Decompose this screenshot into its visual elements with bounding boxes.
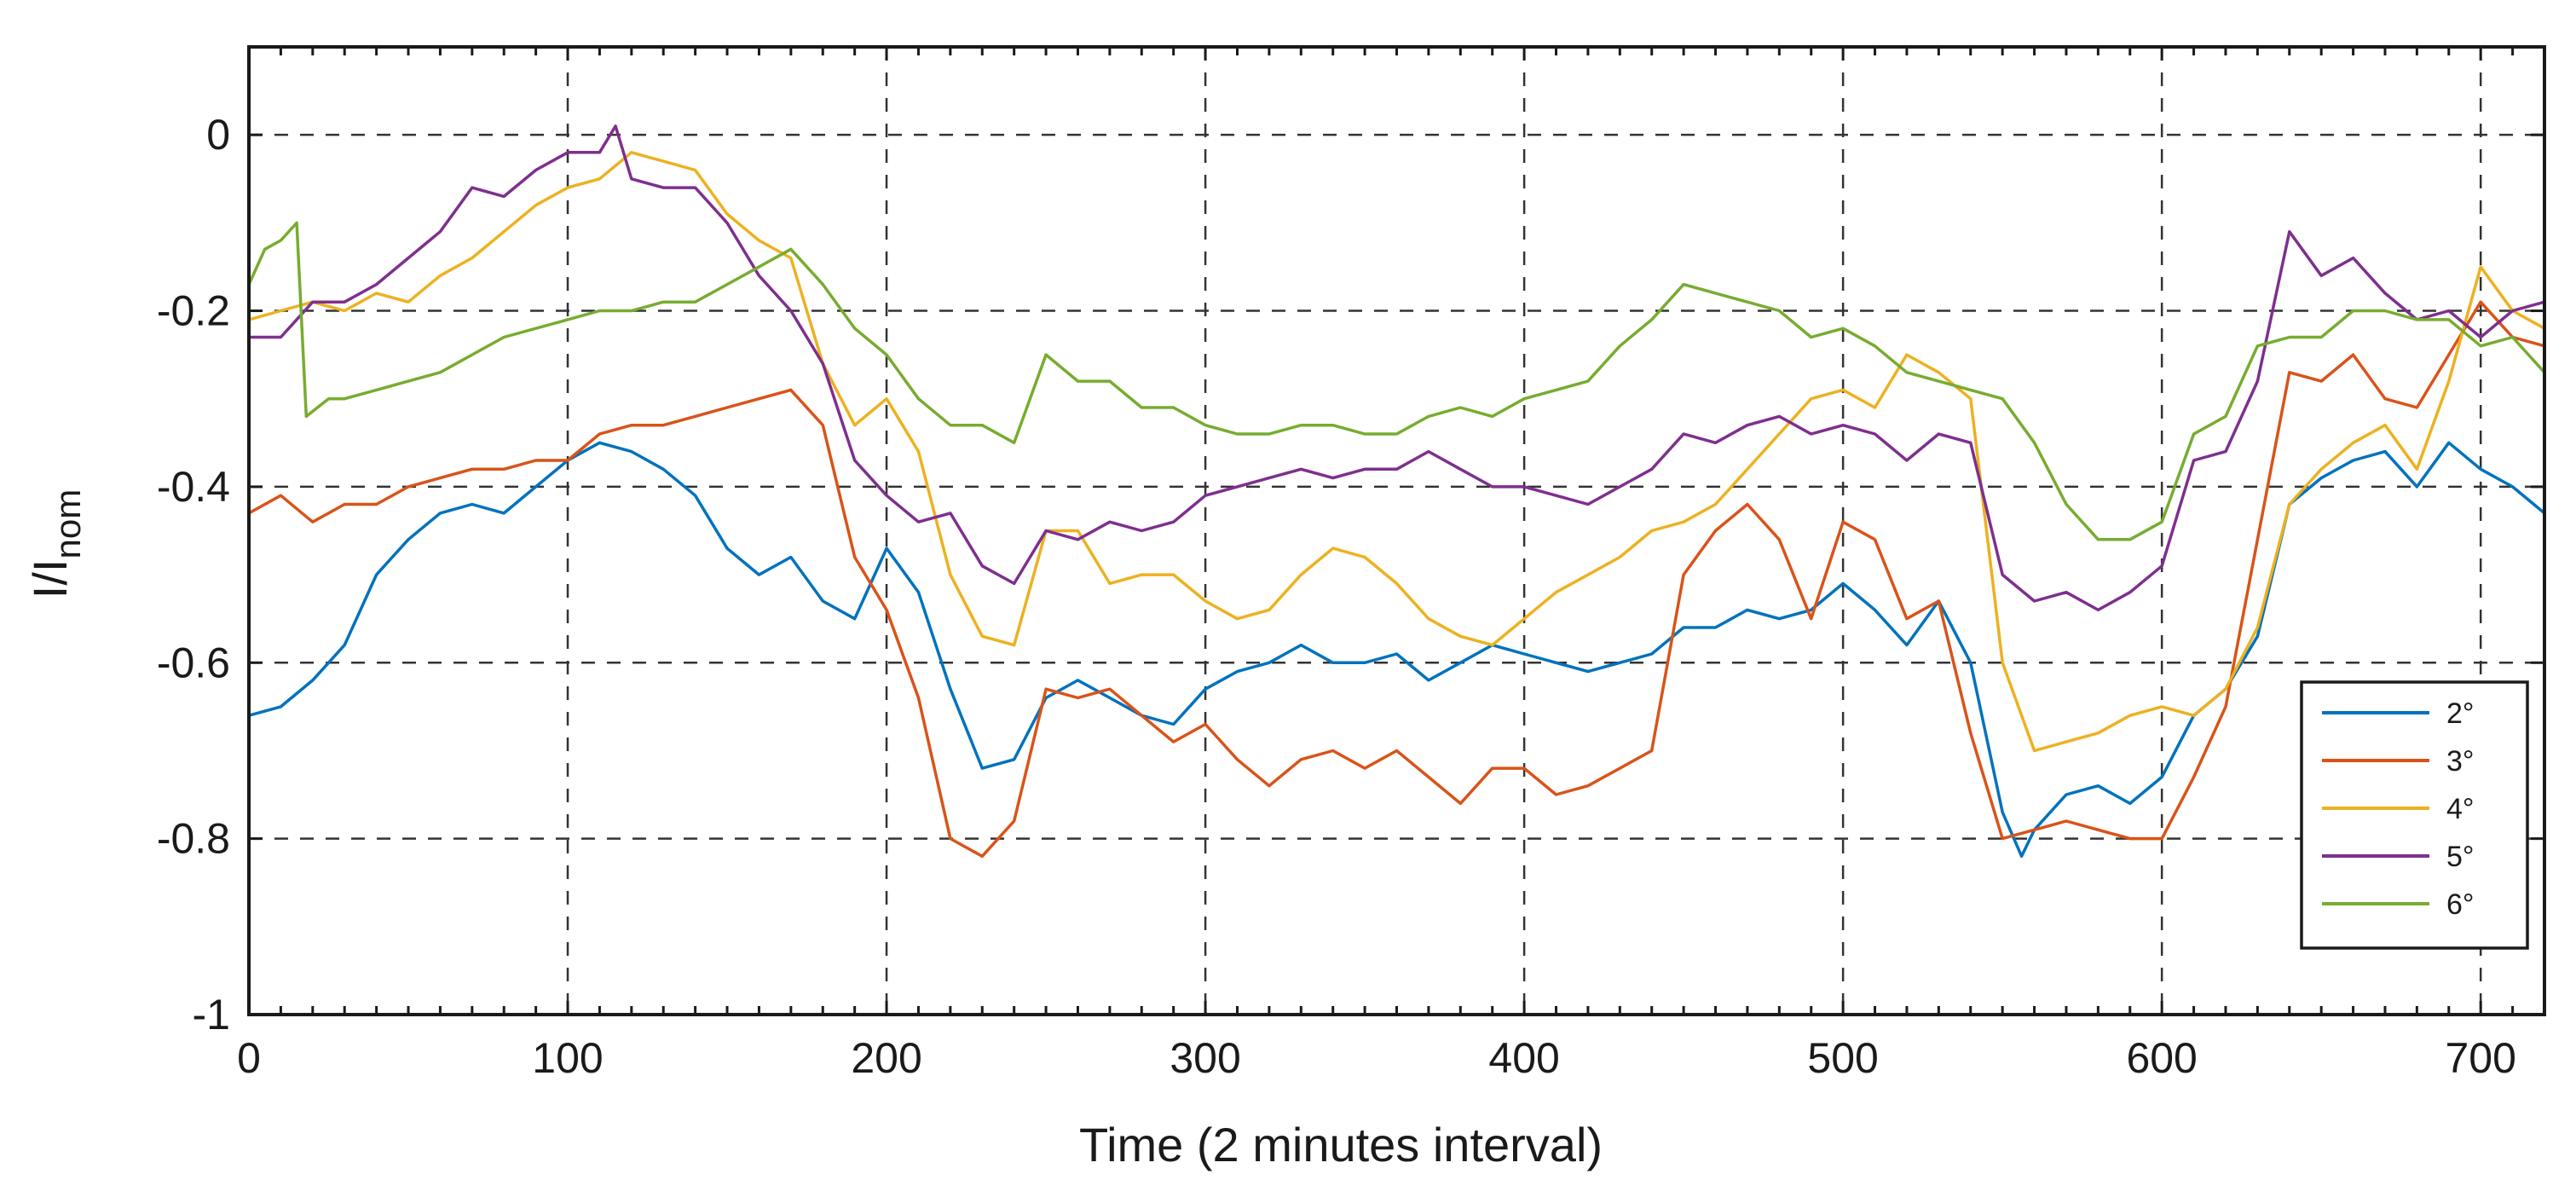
legend-label: 2° — [2446, 697, 2475, 730]
series-line-2 — [247, 300, 2546, 859]
x-tick-label: 300 — [1170, 1034, 1240, 1082]
y-tick-label: 0 — [206, 111, 230, 159]
y-tick-label: -1 — [193, 991, 230, 1038]
legend: 2° 3° 4° 5° 6° — [2300, 680, 2529, 950]
x-tick-label: 0 — [237, 1034, 261, 1082]
legend-label: 3° — [2446, 745, 2475, 778]
y-tick-labels: 0 -0.2 -0.4 -0.6 -0.8 -1 — [157, 111, 230, 1038]
y-tick-label: -0.8 — [157, 815, 230, 863]
y-tick-label: -0.6 — [157, 639, 230, 686]
x-tick-label: 400 — [1488, 1034, 1559, 1082]
y-axis-label-subscript: nom — [48, 489, 88, 559]
x-tick-label: 700 — [2445, 1034, 2515, 1082]
tick-marks — [247, 47, 2546, 1016]
series-line-4 — [247, 124, 2546, 612]
x-tick-label: 100 — [532, 1034, 603, 1082]
y-tick-label: -0.2 — [157, 287, 230, 335]
x-axis-label: Time (2 minutes interval) — [1079, 1118, 1603, 1171]
legend-label: 5° — [2446, 841, 2475, 873]
y-axis-label: I/Inom — [23, 489, 88, 599]
x-tick-label: 600 — [2126, 1034, 2197, 1082]
series-line-5 — [247, 221, 2546, 541]
legend-box — [2300, 680, 2529, 950]
x-tick-label: 200 — [851, 1034, 921, 1082]
series-line-1 — [247, 441, 2546, 859]
legend-label: 6° — [2446, 888, 2475, 921]
x-tick-labels: 0 100 200 300 400 500 600 700 — [237, 1034, 2516, 1082]
data-series — [247, 124, 2546, 859]
series-line-3 — [247, 151, 2546, 753]
y-axis-label-main: I/I — [23, 559, 77, 599]
x-tick-label: 500 — [1807, 1034, 1878, 1082]
legend-label: 4° — [2446, 793, 2475, 825]
y-tick-label: -0.4 — [157, 463, 230, 511]
